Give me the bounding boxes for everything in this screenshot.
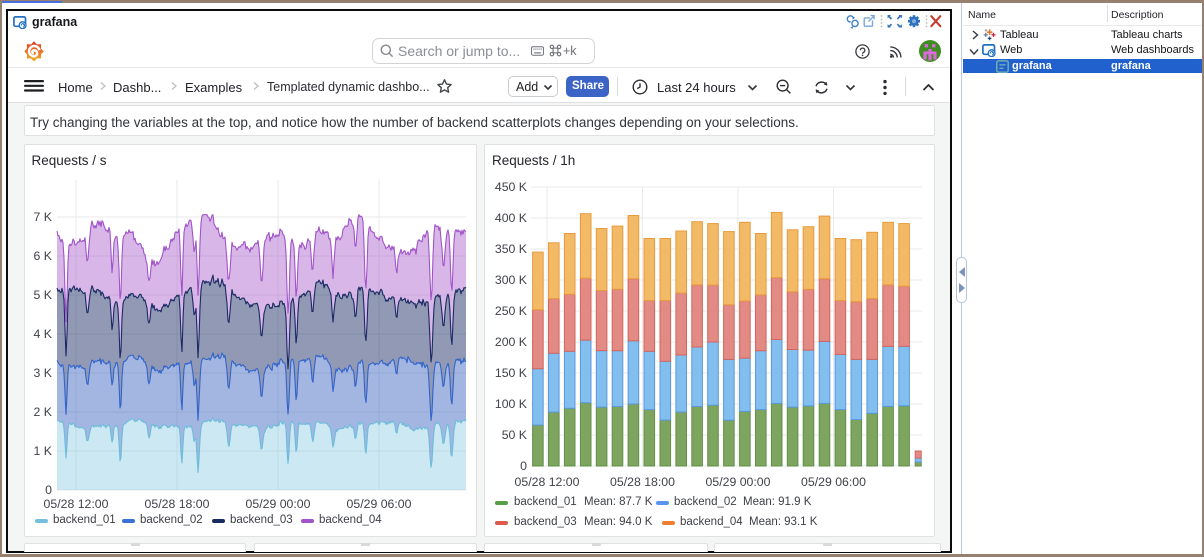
svg-text:0: 0 (45, 483, 52, 497)
svg-text:250 K: 250 K (495, 304, 528, 318)
svg-text:0: 0 (520, 459, 527, 473)
svg-text:05/29 06:00: 05/29 06:00 (347, 497, 412, 511)
svg-text:05/28 12:00: 05/28 12:00 (44, 497, 109, 511)
svg-text:300 K: 300 K (495, 273, 528, 287)
svg-text:6 K: 6 K (34, 249, 53, 263)
svg-text:150 K: 150 K (495, 366, 528, 380)
svg-text:3 K: 3 K (34, 366, 53, 380)
svg-text:05/28 18:00: 05/28 18:00 (610, 475, 675, 489)
svg-text:5 K: 5 K (34, 288, 53, 302)
svg-text:2 K: 2 K (34, 405, 53, 419)
svg-text:4 K: 4 K (34, 327, 53, 341)
svg-text:50 K: 50 K (502, 428, 528, 442)
svg-text:7 K: 7 K (34, 210, 53, 224)
svg-text:400 K: 400 K (495, 211, 528, 225)
svg-text:1 K: 1 K (34, 444, 53, 458)
svg-text:100 K: 100 K (495, 397, 528, 411)
svg-text:450 K: 450 K (495, 180, 528, 194)
svg-text:200 K: 200 K (495, 335, 528, 349)
svg-text:05/29 00:00: 05/29 00:00 (246, 497, 311, 511)
svg-text:05/28 18:00: 05/28 18:00 (145, 497, 210, 511)
svg-text:05/28 12:00: 05/28 12:00 (515, 475, 580, 489)
svg-text:05/29 00:00: 05/29 00:00 (706, 475, 771, 489)
svg-text:05/29 06:00: 05/29 06:00 (801, 475, 866, 489)
svg-text:350 K: 350 K (495, 242, 528, 256)
